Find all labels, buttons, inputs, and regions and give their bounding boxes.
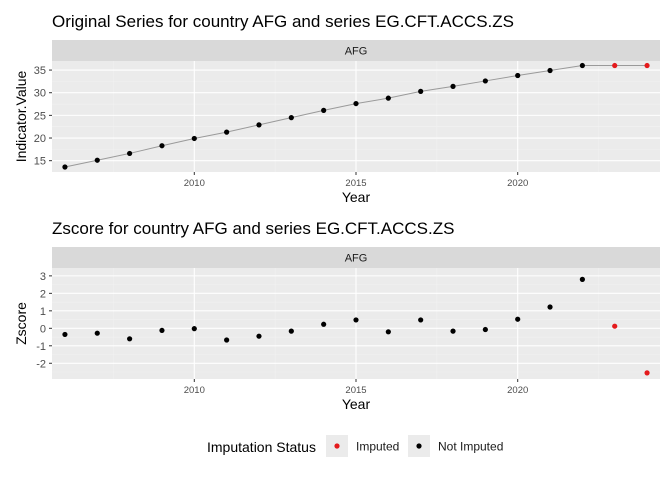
grid	[52, 268, 660, 379]
y-tick-label: 1	[40, 306, 46, 318]
data-point-not-imputed	[224, 337, 230, 343]
data-point-not-imputed	[482, 78, 488, 84]
y-axis: 15 20 25 30 35	[34, 65, 52, 168]
legend-title: Imputation Status	[207, 439, 316, 455]
y-tick-label: -1	[36, 341, 46, 353]
data-point-imputed	[612, 323, 618, 329]
y-tick-label: 0	[40, 323, 46, 335]
x-tick-label: 2010	[184, 178, 205, 189]
x-tick-label: 2010	[184, 385, 205, 396]
data-point-not-imputed	[450, 83, 456, 89]
data-point-not-imputed	[94, 157, 100, 163]
data-point-not-imputed	[62, 331, 68, 338]
x-tick-label: 2015	[345, 178, 366, 189]
data-point-not-imputed	[127, 336, 133, 342]
legend-item-not-imputed: Not Imputed	[408, 435, 503, 457]
chart-title: Original Series for country AFG and seri…	[52, 12, 514, 31]
legend-label: Not Imputed	[438, 440, 503, 454]
data-point-not-imputed	[191, 326, 197, 332]
data-point-not-imputed	[159, 327, 165, 334]
chart-title: Zscore for country AFG and series EG.CFT…	[52, 219, 454, 238]
x-axis-label: Year	[342, 396, 371, 412]
data-marks	[62, 62, 650, 170]
y-tick-label: 3	[40, 271, 46, 283]
data-point-not-imputed	[547, 304, 553, 310]
data-point-not-imputed	[353, 100, 359, 107]
data-point-not-imputed	[418, 317, 424, 323]
legend: Imputation Status Imputed Not Imputed	[207, 435, 503, 457]
chart-original-series: Original Series for country AFG and seri…	[13, 12, 660, 205]
data-point-not-imputed	[418, 88, 424, 94]
data-point-not-imputed	[482, 326, 488, 333]
data-point-not-imputed	[515, 72, 521, 79]
data-point-not-imputed	[288, 115, 294, 121]
data-point-not-imputed	[62, 164, 68, 170]
data-point-not-imputed	[321, 321, 327, 327]
facet-strip	[52, 40, 660, 61]
data-point-not-imputed	[224, 129, 230, 135]
chart-zscore: Zscore for country AFG and series EG.CFT…	[13, 219, 660, 412]
legend-item-imputed: Imputed	[326, 435, 399, 457]
legend-label: Imputed	[356, 440, 399, 454]
data-point-not-imputed	[547, 67, 553, 74]
data-point-imputed	[612, 62, 618, 69]
data-point-not-imputed	[385, 329, 391, 335]
data-point-not-imputed	[450, 328, 456, 334]
data-point-not-imputed	[288, 328, 294, 334]
data-point-not-imputed	[191, 135, 197, 142]
data-point-imputed	[644, 62, 650, 69]
data-point-not-imputed	[256, 333, 262, 339]
x-axis-label: Year	[342, 189, 371, 205]
y-tick-label: 25	[34, 110, 46, 122]
y-tick-label: 35	[34, 65, 46, 77]
data-point-not-imputed	[127, 150, 133, 157]
y-axis-label: Zscore	[13, 302, 29, 345]
facet-label: AFG	[345, 253, 368, 265]
facet-strip	[52, 247, 660, 268]
data-point-not-imputed	[159, 143, 165, 149]
legend-swatch-imputed	[334, 443, 340, 449]
y-tick-label: 20	[34, 133, 46, 145]
facet-label: AFG	[345, 46, 368, 58]
data-point-not-imputed	[579, 276, 585, 282]
legend-swatch-not-imputed	[416, 443, 422, 449]
data-point-not-imputed	[579, 62, 585, 69]
data-point-not-imputed	[353, 317, 359, 323]
data-point-imputed	[644, 370, 650, 376]
x-axis: 2010 2015 2020	[184, 172, 528, 189]
data-point-not-imputed	[321, 107, 327, 113]
x-axis: 2010 2015 2020	[184, 379, 528, 396]
y-tick-label: 15	[34, 156, 46, 168]
y-axis-label: Indicator.Value	[13, 71, 29, 163]
data-point-not-imputed	[515, 316, 521, 322]
data-point-not-imputed	[256, 122, 262, 128]
y-tick-label: 30	[34, 88, 46, 100]
data-point-not-imputed	[94, 330, 100, 336]
x-tick-label: 2020	[507, 385, 528, 396]
x-tick-label: 2020	[507, 178, 528, 189]
data-point-not-imputed	[385, 95, 391, 101]
data-marks	[62, 276, 650, 376]
y-tick-label: 2	[40, 288, 46, 300]
y-axis: -2 -1 0 1 2 3	[36, 271, 52, 370]
x-tick-label: 2015	[345, 385, 366, 396]
y-tick-label: -2	[36, 358, 46, 370]
